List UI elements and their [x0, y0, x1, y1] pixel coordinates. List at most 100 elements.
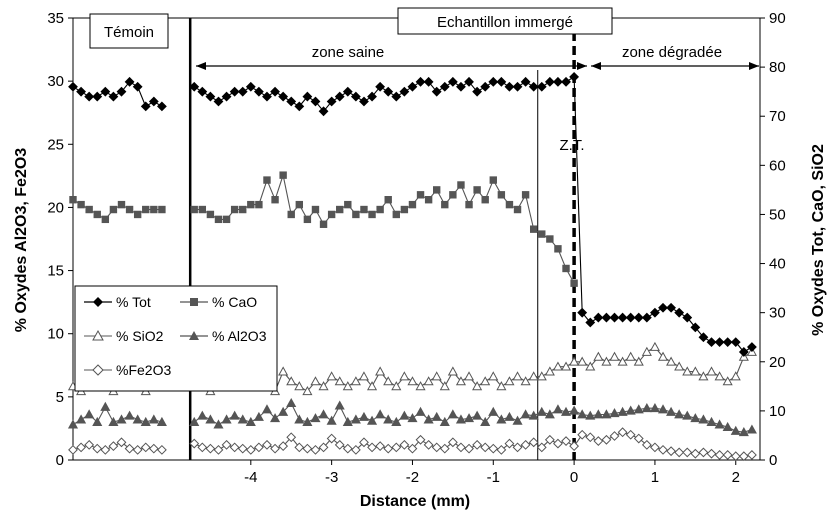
legend-marker-tot	[93, 297, 103, 307]
sio2-point	[569, 356, 580, 366]
fe2o3-point	[68, 444, 78, 455]
cao-point	[368, 210, 376, 219]
al2o3-point	[286, 397, 297, 408]
cao-point	[408, 200, 417, 209]
al2o3-point	[391, 416, 402, 426]
fe2o3-point	[350, 444, 361, 455]
temoin-box	[89, 13, 169, 49]
legend-item-fe2o3: %Fe2O3	[84, 362, 171, 378]
fe2o3-point	[569, 441, 580, 452]
al2o3-point	[617, 406, 628, 416]
zone-saine-arrow	[196, 62, 587, 70]
fe2o3-point	[310, 444, 321, 455]
al2o3-point	[261, 404, 273, 414]
cao-point	[392, 210, 400, 219]
fe2o3-point	[690, 448, 701, 459]
tot-point	[520, 76, 531, 87]
legend-label-sio2: % SiO2	[116, 328, 164, 344]
fe2o3-point	[342, 443, 353, 454]
fe2o3-point	[536, 442, 547, 453]
tot-point	[359, 96, 369, 107]
tot-point	[480, 81, 491, 92]
cao-point	[206, 210, 215, 219]
tot-point	[431, 86, 442, 97]
cao-point	[529, 225, 538, 233]
fe2o3-point	[270, 443, 280, 454]
cao-point	[287, 210, 295, 219]
al2o3-point	[213, 419, 224, 429]
sio2-point	[334, 376, 345, 386]
al2o3-point	[76, 414, 87, 424]
al2o3-point	[682, 410, 693, 420]
sio2-point	[666, 356, 677, 366]
al2o3-point	[674, 409, 685, 419]
al2o3-point	[310, 413, 321, 423]
y-right-tick-label: 30	[769, 305, 786, 322]
fe2o3-point	[407, 443, 418, 454]
tot-point	[528, 81, 539, 92]
tot-point	[472, 86, 483, 97]
y-left-tick-label: 0	[56, 452, 64, 469]
tot-point	[237, 86, 248, 97]
tot-point	[609, 312, 620, 323]
tot-point	[650, 307, 660, 318]
series-al2o3	[67, 397, 757, 437]
sio2-point	[294, 381, 305, 391]
tot-point	[561, 76, 571, 87]
fe2o3-point	[262, 439, 272, 450]
tot-point	[350, 91, 361, 102]
legend-label-tot: % Tot	[116, 294, 151, 310]
tot-point	[658, 302, 668, 313]
al2o3-point	[472, 410, 483, 420]
cao-point	[271, 196, 279, 204]
fe2o3-point	[738, 451, 749, 462]
sio2-point	[593, 351, 604, 361]
x-tick-label: -2	[406, 469, 419, 486]
fe2o3-point	[294, 442, 305, 453]
tot-point	[367, 91, 377, 102]
al2o3-point	[657, 404, 669, 414]
tot-point	[496, 76, 507, 87]
tot-point	[447, 76, 458, 87]
tot-point	[76, 86, 86, 97]
cao-point	[360, 205, 368, 214]
fe2o3-point	[108, 441, 119, 452]
al2o3-point	[690, 413, 701, 423]
al2o3-point	[294, 414, 305, 424]
sio2-point	[528, 371, 539, 381]
cao-point	[400, 205, 409, 214]
al2o3-point	[116, 414, 127, 424]
al2o3-point	[350, 414, 361, 424]
al2o3-point	[738, 426, 749, 437]
al2o3-point	[609, 408, 620, 418]
al2o3-point	[577, 409, 588, 419]
fe2o3-point	[658, 444, 668, 455]
al2o3-point	[270, 413, 281, 423]
sio2-point	[399, 371, 410, 381]
tot-point	[391, 91, 402, 102]
tot-point	[577, 307, 588, 318]
sio2-point	[544, 366, 555, 376]
sio2-point	[375, 366, 386, 376]
fe2o3-point	[132, 444, 143, 455]
tot-point	[286, 96, 297, 107]
al2o3-point	[148, 414, 159, 424]
tot-point	[124, 76, 135, 87]
x-tick-label: 2	[732, 469, 740, 486]
legend-label-fe2o3: %Fe2O3	[116, 362, 171, 378]
sio2-point	[326, 371, 337, 381]
fe2o3-point	[722, 450, 733, 460]
tot-point	[399, 86, 410, 97]
fe2o3-point	[520, 439, 531, 450]
y-right-tick-label: 90	[769, 10, 786, 27]
fe2o3-point	[617, 427, 628, 438]
tot-point	[536, 81, 547, 92]
fe2o3-point	[431, 442, 442, 453]
sio2-point	[463, 371, 475, 381]
legend-box	[74, 285, 278, 392]
sio2-point	[358, 371, 370, 381]
al2o3-point	[278, 406, 289, 416]
al2o3-point	[407, 413, 418, 423]
sio2-point	[447, 366, 458, 376]
